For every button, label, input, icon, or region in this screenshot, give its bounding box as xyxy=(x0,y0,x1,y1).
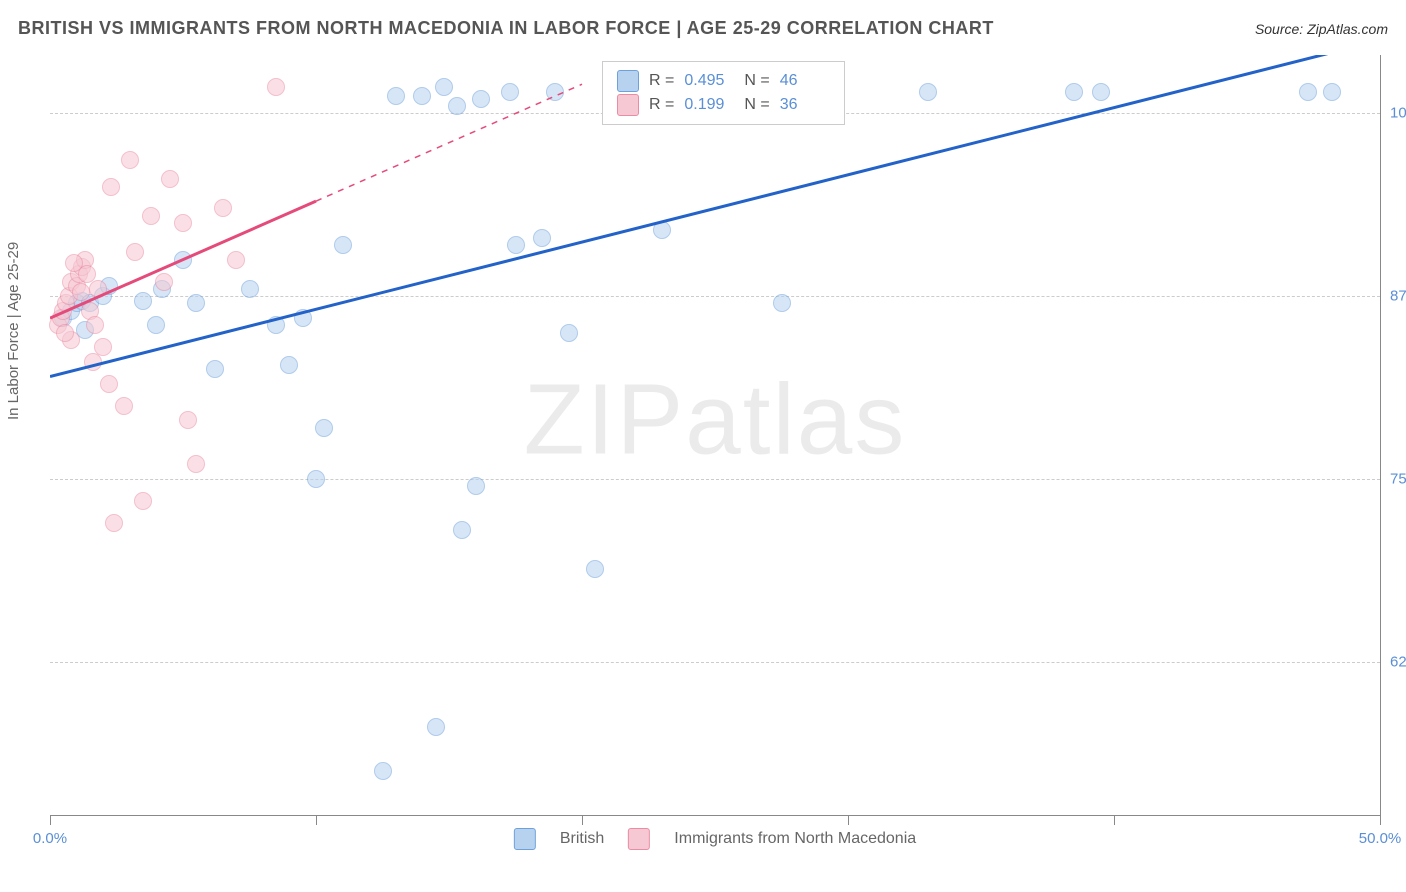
x-tick xyxy=(1380,815,1381,825)
stat-label-r: R = xyxy=(649,96,674,114)
stat-r-macedonia: 0.199 xyxy=(684,96,734,114)
x-tick xyxy=(50,815,51,825)
stat-label-n: N = xyxy=(744,72,769,90)
legend-swatch-british xyxy=(514,828,536,850)
stats-legend-box: R = 0.495 N = 46 R = 0.199 N = 36 xyxy=(602,61,845,125)
stat-r-british: 0.495 xyxy=(684,72,734,90)
trend-line-macedonia-dashed xyxy=(316,84,582,201)
x-tick-label: 0.0% xyxy=(33,830,67,847)
swatch-british xyxy=(617,70,639,92)
legend-swatch-macedonia xyxy=(628,828,650,850)
stat-n-british: 46 xyxy=(780,72,830,90)
legend-label-british: British xyxy=(560,830,604,848)
chart-title: BRITISH VS IMMIGRANTS FROM NORTH MACEDON… xyxy=(18,18,994,39)
y-tick-label: 75.0% xyxy=(1390,470,1406,487)
plot-area: ZIPatlas R = 0.495 N = 46 R = 0.199 N = … xyxy=(50,55,1381,816)
y-axis-label: In Labor Force | Age 25-29 xyxy=(5,242,22,420)
source-attribution: Source: ZipAtlas.com xyxy=(1255,21,1388,37)
x-tick xyxy=(848,815,849,825)
y-tick-label: 62.5% xyxy=(1390,653,1406,670)
x-tick-label: 50.0% xyxy=(1359,830,1402,847)
swatch-macedonia xyxy=(617,94,639,116)
y-tick-label: 87.5% xyxy=(1390,288,1406,305)
x-tick xyxy=(316,815,317,825)
stat-n-macedonia: 36 xyxy=(780,96,830,114)
stats-row-macedonia: R = 0.199 N = 36 xyxy=(617,94,830,116)
x-tick xyxy=(582,815,583,825)
stat-label-r: R = xyxy=(649,72,674,90)
legend-label-macedonia: Immigrants from North Macedonia xyxy=(674,830,916,848)
stats-row-british: R = 0.495 N = 46 xyxy=(617,70,830,92)
y-tick-label: 100.0% xyxy=(1390,105,1406,122)
bottom-legend: British Immigrants from North Macedonia xyxy=(514,828,916,850)
title-bar: BRITISH VS IMMIGRANTS FROM NORTH MACEDON… xyxy=(18,18,1388,39)
x-tick xyxy=(1114,815,1115,825)
stat-label-n: N = xyxy=(744,96,769,114)
trend-lines-layer xyxy=(50,55,1380,815)
trend-line-macedonia-solid xyxy=(50,201,316,318)
